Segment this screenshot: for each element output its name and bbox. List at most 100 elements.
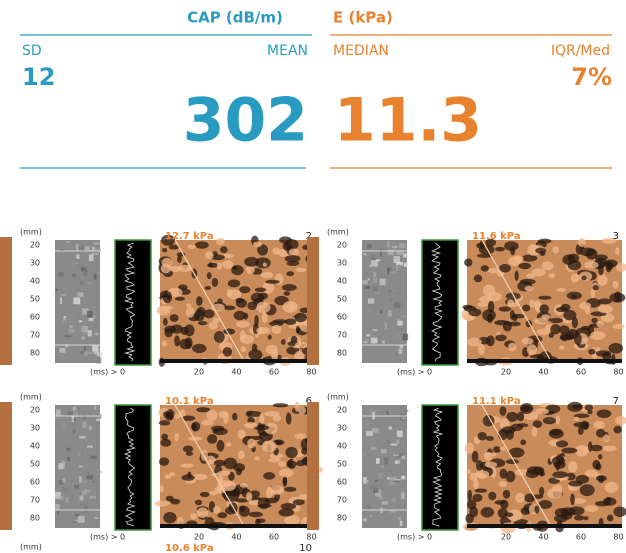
elastogram-texture: [547, 488, 562, 498]
m-mode-texture: [362, 472, 368, 474]
time-tick-label: 40: [538, 533, 548, 542]
m-mode-texture: [372, 428, 379, 433]
elastogram-texture: [278, 508, 294, 516]
m-mode-texture: [380, 279, 386, 286]
elastogram-texture: [214, 331, 225, 343]
m-mode-texture: [73, 263, 80, 264]
m-mode-texture: [95, 333, 98, 335]
m-mode-texture: [80, 352, 83, 354]
m-mode-texture: [65, 335, 72, 337]
elastogram-texture: [197, 307, 206, 316]
time-tick-label: 40: [231, 533, 241, 542]
m-mode-texture: [73, 297, 80, 304]
m-mode-texture: [385, 323, 387, 329]
elastogram-texture: [174, 414, 180, 419]
elastogram-texture: [207, 410, 218, 421]
m-mode-texture: [401, 315, 407, 317]
elastogram-texture: [495, 334, 506, 341]
elastogram-texture: [158, 306, 173, 310]
m-mode-texture: [382, 341, 385, 344]
m-mode-texture: [403, 253, 408, 257]
time-unit: (ms) > 0: [397, 368, 432, 377]
elastogram-texture: [518, 263, 531, 270]
elastogram-texture: [613, 426, 621, 434]
m-mode-texture: [80, 503, 86, 506]
m-mode-texture: [376, 458, 380, 464]
depth-tick-label: 70: [30, 331, 40, 340]
elastogram-texture: [550, 429, 562, 436]
m-mode-texture: [97, 471, 102, 473]
elastogram-texture: [249, 512, 263, 518]
elastogram-texture: [535, 408, 549, 414]
m-mode-texture: [404, 263, 408, 267]
m-mode-texture: [62, 318, 67, 322]
elastogram-texture: [240, 335, 254, 344]
time-axis-bar: [467, 359, 622, 363]
elastogram-texture: [524, 286, 533, 291]
color-strip: [307, 402, 319, 530]
elastogram-texture: [581, 276, 586, 281]
elastogram-texture: [550, 324, 561, 334]
m-mode-texture: [370, 326, 373, 330]
elastogram-texture: [195, 241, 209, 248]
m-mode-texture: [373, 272, 376, 277]
m-mode-texture: [389, 427, 392, 430]
elastogram-texture: [164, 474, 171, 479]
elastogram-texture: [186, 307, 195, 318]
elastogram-texture: [233, 463, 245, 472]
m-mode-texture: [387, 250, 394, 256]
elastogram-texture: [513, 255, 524, 262]
time-tick-label: 80: [306, 533, 316, 542]
elastogram-texture: [285, 447, 297, 458]
depth-tick-label: 80: [30, 514, 40, 523]
elastogram-texture: [286, 271, 294, 276]
m-mode-texture: [380, 310, 382, 313]
elastogram-texture: [601, 446, 617, 452]
elastogram-texture: [184, 324, 194, 336]
elastogram-texture: [559, 346, 564, 350]
elastogram-texture: [161, 264, 171, 274]
m-mode-texture: [401, 417, 405, 419]
depth-tick-label: 30: [337, 424, 347, 433]
m-mode-texture: [396, 251, 402, 255]
m-mode-texture: [366, 421, 371, 426]
time-tick-label: 20: [501, 368, 511, 377]
m-mode-texture: [78, 516, 85, 523]
elastogram-texture: [576, 475, 589, 484]
stiffness-value: 12.7 kPa: [165, 231, 214, 242]
elastogram-texture: [286, 461, 297, 468]
m-mode-texture: [373, 278, 377, 282]
elastogram-texture: [182, 474, 195, 480]
m-mode-texture: [72, 522, 76, 523]
median-label: MEDIAN: [333, 43, 389, 59]
elastogram-texture: [467, 338, 482, 347]
elastogram-texture: [293, 499, 305, 505]
depth-tick-label: 20: [30, 406, 40, 415]
m-mode-texture: [363, 253, 366, 255]
elastogram-texture: [282, 284, 297, 291]
elastogram-texture: [282, 477, 287, 486]
m-mode-texture: [387, 439, 390, 444]
m-mode-texture: [395, 333, 400, 338]
elastogram-texture: [503, 490, 510, 499]
elastogram-texture: [192, 344, 206, 353]
elastogram-texture: [495, 500, 506, 505]
elastogram-texture: [570, 494, 575, 506]
elastogram-texture: [561, 512, 572, 520]
elastogram-texture: [475, 470, 489, 479]
elastogram-texture: [192, 423, 197, 431]
m-mode-texture: [62, 444, 66, 447]
elastogram-texture: [201, 420, 213, 426]
elastogram-texture: [278, 461, 287, 467]
m-mode-texture: [381, 449, 387, 453]
elastogram-texture: [465, 443, 474, 454]
m-mode-texture: [368, 298, 374, 303]
elastogram-texture: [607, 515, 614, 522]
elastogram-texture: [241, 346, 247, 352]
m-mode-texture: [81, 480, 88, 483]
depth-tick-label: 60: [337, 478, 347, 487]
elastogram-texture: [281, 503, 297, 510]
m-mode-texture: [403, 334, 409, 341]
m-mode-texture: [378, 464, 381, 467]
elastogram-texture: [592, 460, 600, 469]
